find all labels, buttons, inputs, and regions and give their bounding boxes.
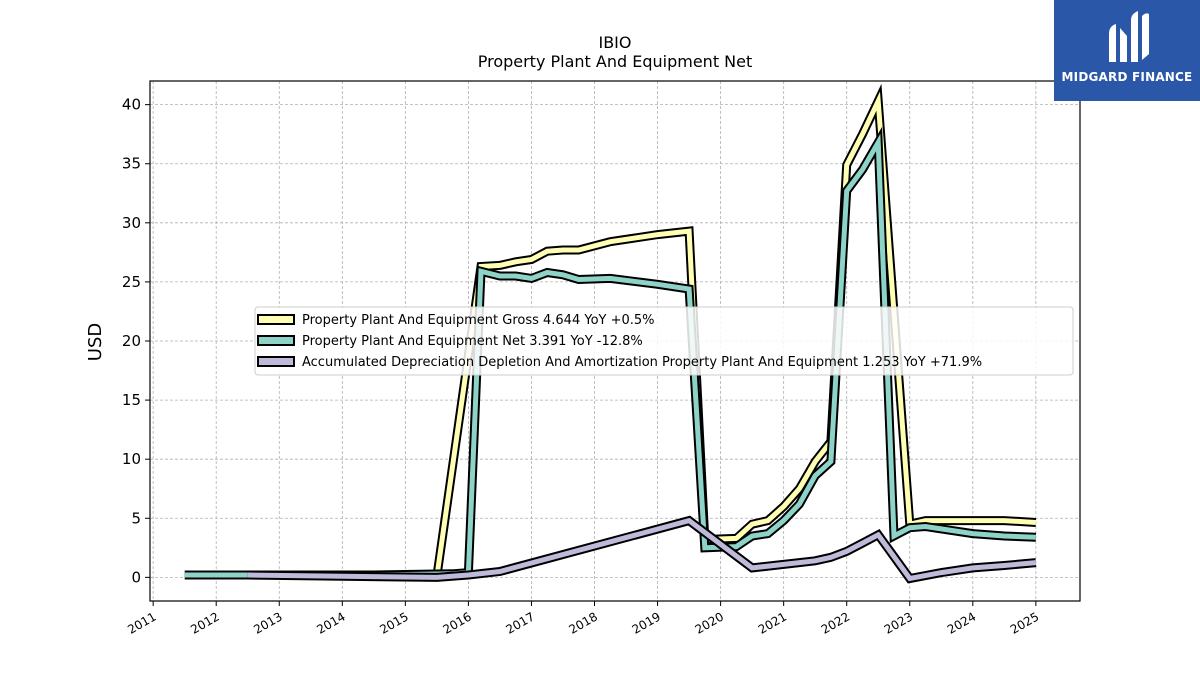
chart-subtitle: Property Plant And Equipment Net (478, 52, 753, 71)
x-tick-label: 2020 (693, 609, 726, 636)
series-line-3 (247, 517, 1037, 582)
x-tick-label: 2023 (882, 609, 915, 636)
y-tick-label: 10 (122, 450, 141, 468)
series-line-2 (184, 133, 1037, 578)
chart-title: IBIO (598, 33, 631, 52)
x-tick-label: 2016 (440, 609, 473, 636)
x-tick-label: 2011 (125, 609, 158, 636)
x-tick-label: 2014 (314, 609, 347, 636)
series-line-1 (434, 91, 1037, 577)
x-tick-label: 2025 (1008, 609, 1041, 636)
x-tick-label: 2019 (630, 609, 663, 636)
legend-entry: Property Plant And Equipment Gross 4.644… (302, 313, 655, 328)
x-tick-label: 2017 (504, 609, 537, 636)
brand-logo: MIDGARD FINANCE (1054, 0, 1200, 101)
x-axis: 2011 2012 2013 2014 2015 2016 2017 2018 2019 2020… (125, 601, 1041, 637)
y-tick-label: 5 (131, 509, 141, 527)
y-tick-label: 0 (131, 568, 141, 586)
series-lines (184, 83, 1037, 584)
y-tick-label: 20 (122, 332, 141, 350)
logo-mark-icon (1109, 11, 1149, 62)
x-tick-label: 2021 (756, 609, 789, 636)
x-tick-label: 2015 (377, 609, 410, 636)
legend-swatch (257, 356, 295, 367)
x-tick-label: 2022 (819, 609, 852, 636)
x-tick-label: 2012 (188, 609, 221, 636)
y-axis: 0 5 10 15 20 25 30 35 40 (122, 96, 150, 586)
legend-entry: Property Plant And Equipment Net 3.391 Y… (302, 334, 643, 349)
legend-entry: Accumulated Depreciation Depletion And A… (302, 355, 982, 370)
legend-swatch (257, 314, 295, 325)
y-tick-label: 35 (122, 155, 141, 173)
y-tick-label: 15 (122, 391, 141, 409)
logo-text: MIDGARD FINANCE (1061, 70, 1193, 84)
legend: Property Plant And Equipment Gross 4.644… (254, 306, 1074, 376)
y-axis-label: USD (85, 323, 106, 361)
y-tick-label: 25 (122, 273, 141, 291)
x-tick-label: 2013 (251, 609, 284, 636)
y-tick-label: 40 (122, 96, 141, 114)
y-tick-label: 30 (122, 214, 141, 232)
x-tick-label: 2018 (567, 609, 600, 636)
legend-swatch (257, 335, 295, 346)
legend-box (254, 306, 1074, 376)
x-tick-label: 2024 (945, 609, 978, 636)
